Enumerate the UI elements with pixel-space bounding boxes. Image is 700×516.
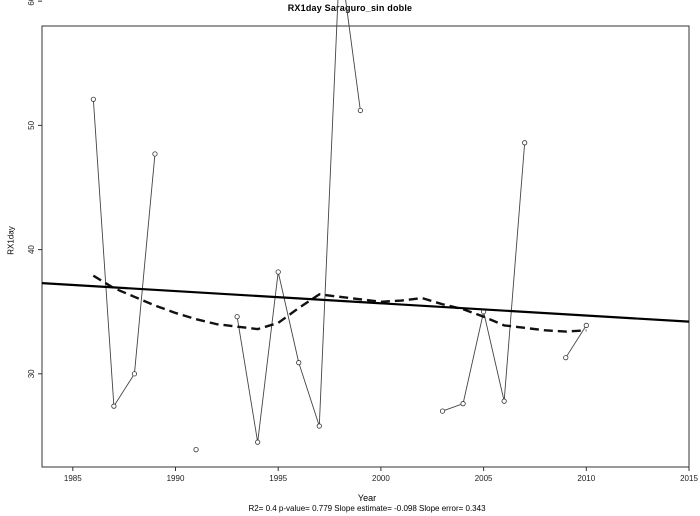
data-point bbox=[193, 447, 199, 453]
data-point bbox=[439, 408, 446, 414]
y-tick-label: 40 bbox=[27, 245, 36, 254]
data-point bbox=[357, 107, 363, 114]
data-point bbox=[90, 96, 96, 102]
x-axis-label: Year bbox=[357, 493, 377, 503]
x-tick-label: 1995 bbox=[269, 474, 287, 483]
data-point bbox=[152, 151, 158, 157]
data-point bbox=[131, 371, 138, 377]
plot-frame bbox=[41, 25, 690, 468]
x-tick-label: 1990 bbox=[167, 474, 185, 483]
x-tick-label: 1985 bbox=[64, 474, 82, 483]
stats-footer: R2= 0.4 p-value= 0.779 Slope estimate= -… bbox=[248, 504, 486, 513]
x-tick-label: 2015 bbox=[680, 474, 698, 483]
data-point bbox=[275, 269, 281, 275]
y-tick-label: 30 bbox=[27, 369, 36, 378]
y-tick-label: 50 bbox=[27, 120, 36, 129]
data-point bbox=[583, 322, 589, 328]
data-point bbox=[296, 360, 302, 366]
trend-line bbox=[41, 282, 690, 323]
smoothed-dashed-line bbox=[92, 274, 587, 333]
data-line-segment bbox=[442, 142, 526, 412]
data-point bbox=[563, 355, 569, 361]
data-point bbox=[460, 401, 466, 407]
x-tick-label: 2000 bbox=[372, 474, 390, 483]
x-tick-label: 2010 bbox=[577, 474, 595, 483]
data-line-segment bbox=[565, 325, 587, 358]
data-point bbox=[501, 398, 507, 404]
chart-title: RX1day Saraguro_sin doble bbox=[287, 3, 413, 13]
x-tick-label: 2005 bbox=[475, 474, 493, 483]
data-line-segment bbox=[92, 99, 156, 408]
data-point bbox=[255, 439, 261, 445]
data-point bbox=[111, 403, 117, 409]
data-point bbox=[234, 314, 240, 320]
y-tick-label: 60 bbox=[27, 0, 36, 6]
data-point bbox=[316, 423, 322, 429]
data-point bbox=[522, 140, 528, 146]
data-line-segment bbox=[236, 0, 361, 443]
